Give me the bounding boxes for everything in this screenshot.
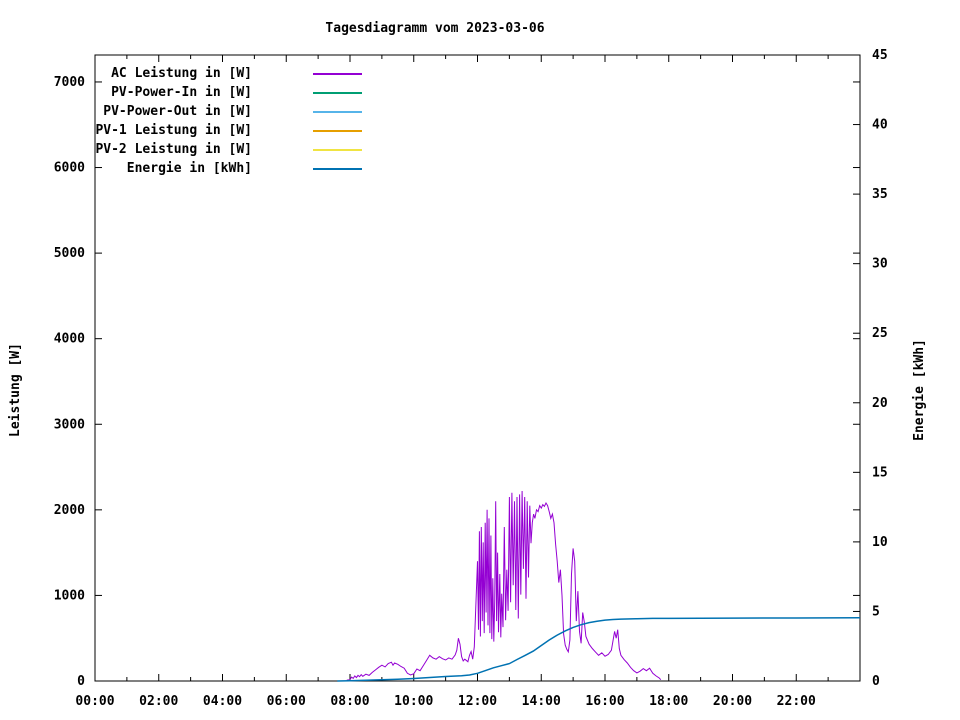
y2-tick-label: 10 xyxy=(872,535,888,550)
legend-line-sample xyxy=(313,72,362,75)
legend-line-sample xyxy=(313,110,362,113)
legend-item: AC Leistung in [W] xyxy=(0,64,362,83)
x-tick-label: 02:00 xyxy=(139,694,178,709)
x-tick-label: 06:00 xyxy=(267,694,306,709)
y2-tick-label: 30 xyxy=(872,257,888,272)
legend-label: PV-1 Leistung in [W] xyxy=(95,123,252,138)
y2-tick-label: 20 xyxy=(872,396,888,411)
x-tick-label: 22:00 xyxy=(777,694,816,709)
y2-tick-label: 45 xyxy=(872,48,888,63)
x-tick-label: 08:00 xyxy=(330,694,369,709)
x-tick-label: 12:00 xyxy=(458,694,497,709)
x-tick-label: 04:00 xyxy=(203,694,242,709)
legend-line-sample xyxy=(313,148,362,151)
legend-item: Energie in [kWh] xyxy=(0,159,362,178)
legend-label: PV-Power-In in [W] xyxy=(111,85,252,100)
legend: AC Leistung in [W] PV-Power-In in [W] PV-P… xyxy=(0,64,362,178)
y-tick-label: 6000 xyxy=(54,161,85,176)
legend-label: PV-Power-Out in [W] xyxy=(103,104,252,119)
legend-line-sample xyxy=(313,91,362,94)
legend-line-sample xyxy=(313,167,362,170)
y2-tick-label: 25 xyxy=(872,326,888,341)
y-tick-label: 4000 xyxy=(54,332,85,347)
y2-tick-label: 0 xyxy=(872,674,880,689)
legend-label: AC Leistung in [W] xyxy=(111,66,252,81)
y2-tick-label: 35 xyxy=(872,187,888,202)
x-tick-label: 16:00 xyxy=(585,694,624,709)
legend-label: Energie in [kWh] xyxy=(126,161,252,176)
legend-label: PV-2 Leistung in [W] xyxy=(95,142,252,157)
y-tick-label: 5000 xyxy=(54,246,85,261)
legend-item: PV-2 Leistung in [W] xyxy=(0,140,362,159)
legend-item: PV-Power-In in [W] xyxy=(0,83,362,102)
y-tick-label: 2000 xyxy=(54,503,85,518)
y-tick-label: 1000 xyxy=(54,588,85,603)
x-tick-label: 14:00 xyxy=(522,694,561,709)
y-tick-label: 0 xyxy=(77,674,85,689)
y-tick-label: 3000 xyxy=(54,417,85,432)
y-tick-label: 7000 xyxy=(54,75,85,90)
x-tick-label: 00:00 xyxy=(75,694,114,709)
y2-tick-label: 15 xyxy=(872,465,888,480)
x-tick-label: 20:00 xyxy=(713,694,752,709)
legend-item: PV-1 Leistung in [W] xyxy=(0,121,362,140)
x-tick-label: 18:00 xyxy=(649,694,688,709)
series-line-energie-in-kwh xyxy=(337,616,861,682)
y2-tick-label: 5 xyxy=(872,604,880,619)
legend-line-sample xyxy=(313,129,362,132)
x-tick-label: 10:00 xyxy=(394,694,433,709)
legend-item: PV-Power-Out in [W] xyxy=(0,102,362,121)
chart-title: Tagesdiagramm vom 2023-03-06 xyxy=(325,21,545,36)
series-line-ac-leistung-in-w xyxy=(346,490,662,681)
y2-tick-label: 40 xyxy=(872,118,888,133)
